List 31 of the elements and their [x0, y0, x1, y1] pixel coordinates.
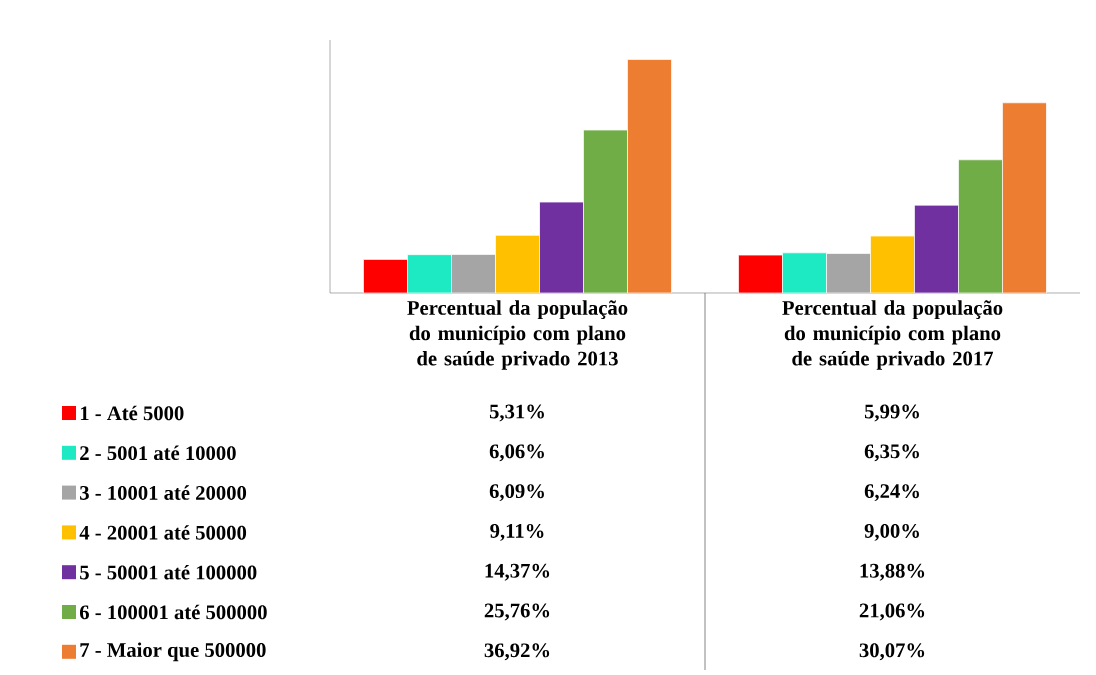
- data-label: 6,35%: [864, 444, 919, 462]
- legend-label: 3 - 10001 até 20000: [80, 485, 247, 500]
- bar: [583, 129, 628, 293]
- data-label: 6,24%: [864, 484, 919, 502]
- x-tick-label: Percentual da população do município com plano de saúde privado 2017: [782, 300, 1003, 370]
- data-label: 25,76%: [484, 603, 550, 621]
- data-label: 9,11%: [490, 523, 544, 541]
- data-label: 21,06%: [859, 603, 925, 621]
- legend-label: 6 - 100001 até 500000: [79, 604, 267, 620]
- bar: [539, 201, 584, 293]
- data-label: 36,92%: [484, 643, 550, 661]
- legend-label: 4 - 20001 até 50000: [79, 525, 247, 540]
- data-label: 13,88%: [860, 563, 925, 581]
- legend-label: 5 - 50001 até 100000: [80, 564, 257, 580]
- legend-label: 1 - Até 5000: [80, 405, 184, 421]
- data-label: 5,99%: [864, 404, 919, 422]
- x-tick-label: Percentual da população do município com plano de saúde privado 2013: [407, 300, 628, 370]
- data-label: 30,07%: [859, 643, 925, 661]
- bar: [958, 159, 1003, 293]
- legend-label: 2 - 5001 até 10000: [80, 445, 236, 461]
- bar: [495, 235, 540, 293]
- bar: [1002, 102, 1047, 293]
- data-label: 14,37%: [485, 563, 550, 581]
- data-label: 5,31%: [489, 404, 544, 422]
- legend-label: 7 - Maior que 500000: [80, 642, 266, 662]
- data-label: 9,00%: [864, 523, 919, 541]
- bar: [914, 204, 959, 293]
- data-label: 6,06%: [489, 444, 544, 462]
- data-label: 6,09%: [489, 484, 544, 502]
- bar: [870, 235, 915, 293]
- bar: [627, 59, 672, 293]
